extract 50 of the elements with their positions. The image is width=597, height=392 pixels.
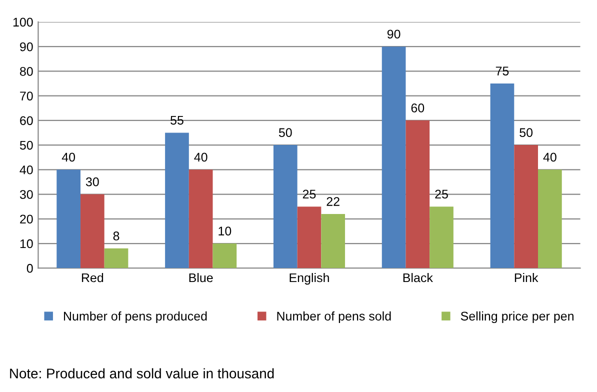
bar	[188, 170, 213, 268]
y-tick-label: 90	[20, 42, 33, 52]
y-tick-label: 20	[20, 214, 33, 224]
data-label: 50	[278, 128, 292, 138]
y-tick-label: 30	[20, 190, 33, 199]
data-label: 8	[113, 232, 120, 240]
data-label: 10	[218, 226, 232, 236]
bar	[297, 206, 322, 268]
y-tick-label: 70	[20, 92, 33, 100]
data-label: 50	[520, 128, 533, 138]
data-label: 22	[326, 197, 340, 206]
data-label: 75	[496, 66, 509, 76]
bar	[212, 244, 237, 268]
y-tick-label: 0	[26, 264, 33, 273]
x-tick-label: Red	[82, 272, 104, 282]
bar	[273, 145, 298, 268]
bar	[430, 206, 454, 268]
data-label: 55	[170, 116, 184, 125]
x-tick-label: Pink	[514, 272, 538, 282]
legend-label: Number of pens sold	[277, 311, 391, 324]
bar	[165, 132, 189, 268]
data-label: 30	[86, 177, 99, 186]
bar	[80, 194, 104, 268]
x-tick-label: Black	[403, 272, 433, 282]
y-tick-label: 60	[20, 116, 33, 126]
y-tick-label: 10	[20, 239, 33, 248]
y-tick-label: 40	[20, 165, 33, 174]
bar	[104, 248, 128, 268]
x-tick-label: English	[290, 272, 329, 285]
bar	[382, 46, 406, 268]
bar	[321, 214, 346, 268]
bar	[514, 145, 538, 268]
bar	[56, 170, 80, 268]
data-label: 40	[194, 152, 208, 162]
bar	[538, 170, 562, 268]
text: Note: Produced and sold value in thousand	[10, 368, 274, 378]
y-tick-label: 50	[20, 140, 33, 150]
data-label: 40	[543, 152, 556, 162]
data-label: 90	[387, 30, 400, 39]
y-tick-label: 80	[20, 66, 33, 76]
data-label: 25	[302, 190, 316, 199]
data-label: 40	[62, 152, 76, 162]
legend-label: Selling price per pen	[460, 311, 574, 324]
bar	[406, 120, 430, 268]
y-tick-label: 100	[13, 18, 33, 27]
legend-label: Number of pens produced	[64, 311, 207, 324]
x-tick-label: Blue	[189, 272, 213, 282]
data-label: 25	[435, 190, 448, 199]
data-label: 60	[411, 104, 424, 112]
bar	[490, 83, 514, 268]
